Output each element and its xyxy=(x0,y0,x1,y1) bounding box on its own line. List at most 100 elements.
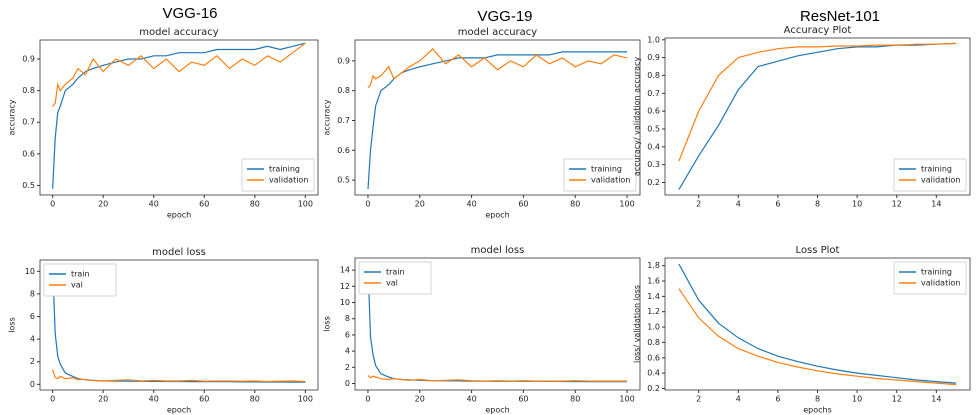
y-tick-label: 0.9 xyxy=(22,54,35,63)
x-tick-label: 60 xyxy=(199,395,209,404)
x-tick-label: 20 xyxy=(98,395,108,404)
x-tick-label: 0 xyxy=(50,395,55,404)
chart: model loss epoch loss 0 20 40 60 80 100 0 2 4 6 8 10 12… xyxy=(323,245,641,415)
y-axis-label: loss xyxy=(323,316,332,331)
y-tick-label: 8 xyxy=(345,314,350,323)
x-tick-label: 0 xyxy=(50,200,55,209)
series-line xyxy=(678,263,957,384)
x-tick-label: 80 xyxy=(250,200,260,209)
x-tick-label: 14 xyxy=(931,200,941,209)
y-tick-label: 0.5 xyxy=(647,124,660,133)
legend-label: validation xyxy=(921,176,960,185)
y-tick-label: 0 xyxy=(30,380,35,389)
y-axis-label: loss xyxy=(8,317,17,332)
chart-title: model accuracy xyxy=(458,27,538,38)
heading: VGG-16 xyxy=(162,5,217,22)
chart: model loss epoch loss 0 20 40 60 80 100 0 2 4 6 8 10 tr… xyxy=(8,247,319,415)
legend-box xyxy=(563,158,637,192)
legend-box xyxy=(241,158,315,192)
x-tick-label: 80 xyxy=(570,395,580,404)
legend-label: val xyxy=(386,279,398,288)
y-tick-label: 0.6 xyxy=(647,353,660,362)
y-tick-label: 0.2 xyxy=(647,384,660,393)
x-tick-label: 4 xyxy=(736,395,741,404)
x-tick-label: 6 xyxy=(775,200,780,209)
x-tick-label: 0 xyxy=(365,395,370,404)
y-tick-label: 0.6 xyxy=(337,146,350,155)
x-tick-label: 10 xyxy=(852,200,862,209)
y-axis-label: accuracy xyxy=(8,99,17,135)
heading: ResNet-101 xyxy=(800,8,880,25)
x-tick-label: 8 xyxy=(815,200,820,209)
legend-box xyxy=(893,158,967,192)
x-tick-label: 20 xyxy=(415,200,425,209)
legend-box xyxy=(43,263,117,297)
series-line xyxy=(367,374,627,382)
x-tick-label: 2 xyxy=(696,200,701,209)
chart-title: model loss xyxy=(152,247,206,258)
y-tick-label: 0.7 xyxy=(337,116,350,125)
series-line xyxy=(367,48,628,89)
chart-title: Accuracy Plot xyxy=(784,25,852,36)
x-tick-label: 40 xyxy=(466,200,476,209)
chart-title: model loss xyxy=(471,245,525,256)
y-tick-label: 10 xyxy=(25,267,35,276)
y-tick-label: 8 xyxy=(30,289,35,298)
chart: Loss Plot epochs loss/ validation loss 2 4 6 8… xyxy=(633,245,971,415)
y-tick-label: 0.6 xyxy=(647,107,660,116)
x-tick-label: 100 xyxy=(298,395,313,404)
y-tick-label: 6 xyxy=(345,330,350,339)
x-axis-label: epoch xyxy=(167,211,191,220)
legend-label: training xyxy=(269,165,300,174)
y-axis-label: accuracy/ validation accuracy xyxy=(633,57,642,177)
x-tick-label: 60 xyxy=(518,395,528,404)
y-tick-label: 1.0 xyxy=(647,323,660,332)
series-line xyxy=(52,42,306,107)
chart: model accuracy epoch accuracy 0 20 40 60 80 100 0… xyxy=(8,27,319,220)
x-tick-label: 10 xyxy=(852,395,862,404)
x-tick-label: 40 xyxy=(149,200,159,209)
y-tick-label: 0.5 xyxy=(337,176,350,185)
x-tick-label: 12 xyxy=(892,395,902,404)
legend-label: val xyxy=(71,281,83,290)
y-tick-label: 0.8 xyxy=(647,338,660,347)
x-axis-label: epochs xyxy=(803,406,832,415)
x-tick-label: 40 xyxy=(466,395,476,404)
y-tick-label: 0.9 xyxy=(647,53,660,62)
x-axis-label: epoch xyxy=(485,406,509,415)
series-line xyxy=(52,265,306,383)
heading: VGG-19 xyxy=(477,8,532,25)
y-tick-label: 1.2 xyxy=(647,307,660,316)
x-tick-label: 6 xyxy=(775,395,780,404)
y-tick-label: 0.9 xyxy=(337,56,350,65)
legend-label: validation xyxy=(269,176,308,185)
y-tick-label: 0.8 xyxy=(22,86,35,95)
x-tick-label: 60 xyxy=(199,200,209,209)
chart-title: model accuracy xyxy=(139,27,219,38)
y-tick-label: 0.3 xyxy=(647,160,660,169)
x-axis-label: epoch xyxy=(167,406,191,415)
y-tick-label: 0.2 xyxy=(647,178,660,187)
x-tick-label: 8 xyxy=(815,395,820,404)
legend-box xyxy=(358,261,432,295)
y-tick-label: 6 xyxy=(30,312,35,321)
series-line xyxy=(367,51,627,190)
chart-title: Loss Plot xyxy=(796,245,840,256)
y-tick-label: 1.4 xyxy=(647,292,660,301)
x-tick-label: 20 xyxy=(98,200,108,209)
x-tick-label: 40 xyxy=(149,395,159,404)
x-tick-label: 20 xyxy=(415,395,425,404)
x-tick-label: 100 xyxy=(619,200,634,209)
x-axis-label: epoch xyxy=(485,211,509,220)
y-tick-label: 1.6 xyxy=(647,277,660,286)
x-tick-label: 80 xyxy=(570,200,580,209)
y-tick-label: 0.7 xyxy=(647,89,660,98)
y-tick-label: 0.4 xyxy=(647,142,660,151)
y-tick-label: 14 xyxy=(340,266,350,275)
x-tick-label: 2 xyxy=(696,395,701,404)
y-tick-label: 0.4 xyxy=(647,369,660,378)
legend-label: validation xyxy=(921,279,960,288)
legend-label: training xyxy=(591,165,622,174)
y-tick-label: 0.8 xyxy=(647,71,660,80)
y-tick-label: 0.6 xyxy=(22,149,35,158)
